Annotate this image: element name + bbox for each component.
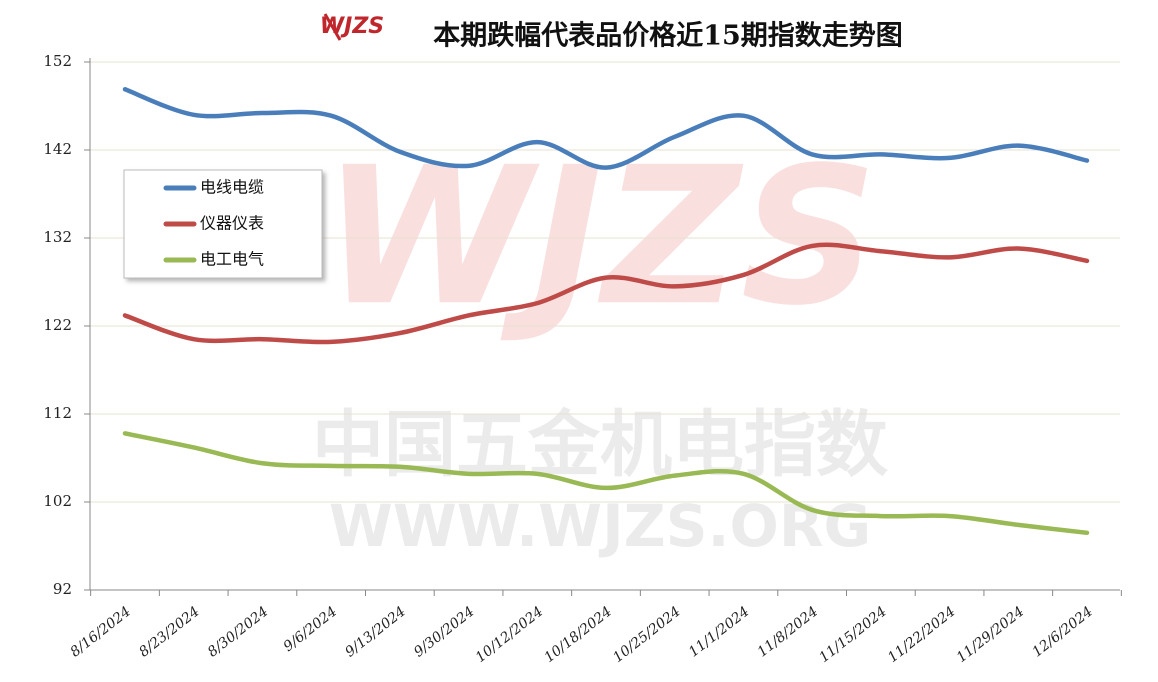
x-tick-label: 9/13/2024 xyxy=(342,604,408,661)
y-tick-label: 142 xyxy=(43,140,72,158)
x-tick-label: 10/18/2024 xyxy=(541,604,614,666)
x-tick-label: 9/6/2024 xyxy=(281,604,340,655)
x-tick-label: 12/6/2024 xyxy=(1029,604,1095,661)
watermark: WJZS 中国五金机电指数 WWW.WJZS.ORG xyxy=(312,126,888,560)
x-tick-label: 11/15/2024 xyxy=(816,604,889,666)
series-line xyxy=(122,87,1090,170)
chart-title: 本期跌幅代表品价格近15期指数走势图 xyxy=(433,21,903,52)
y-tick-label: 92 xyxy=(53,580,72,598)
x-tick-label: 8/30/2024 xyxy=(205,604,271,661)
legend-box xyxy=(123,169,323,279)
x-tick-label: 11/22/2024 xyxy=(885,604,958,666)
x-tick-label: 11/1/2024 xyxy=(686,604,752,661)
x-tick-label: 11/29/2024 xyxy=(954,604,1027,666)
x-tick-label: 8/23/2024 xyxy=(136,604,202,661)
y-tick-label: 132 xyxy=(43,228,72,246)
watermark-url: WWW.WJZS.ORG xyxy=(329,492,871,560)
y-tick-label: 112 xyxy=(43,404,72,422)
series-line xyxy=(122,431,1090,536)
y-tick-label: 152 xyxy=(43,52,72,70)
legend-label: 仪器仪表 xyxy=(200,214,264,233)
x-tick-label: 8/16/2024 xyxy=(67,604,133,661)
y-tick-label: 102 xyxy=(43,492,72,510)
x-tick-label: 11/8/2024 xyxy=(755,604,821,661)
x-tick-label: 10/12/2024 xyxy=(473,604,546,666)
x-tick-label: 9/30/2024 xyxy=(411,604,477,661)
svg-text:WJZS: WJZS xyxy=(320,14,384,39)
watermark-text: 中国五金机电指数 xyxy=(312,403,888,487)
legend-label: 电线电缆 xyxy=(200,178,264,197)
y-tick-label: 122 xyxy=(43,316,72,334)
title-logo: WJZS xyxy=(320,13,384,41)
watermark-logo: WJZS xyxy=(323,126,878,347)
series-line xyxy=(122,242,1090,345)
legend-label: 电工电气 xyxy=(200,250,264,269)
x-tick-label: 10/25/2024 xyxy=(610,604,683,666)
